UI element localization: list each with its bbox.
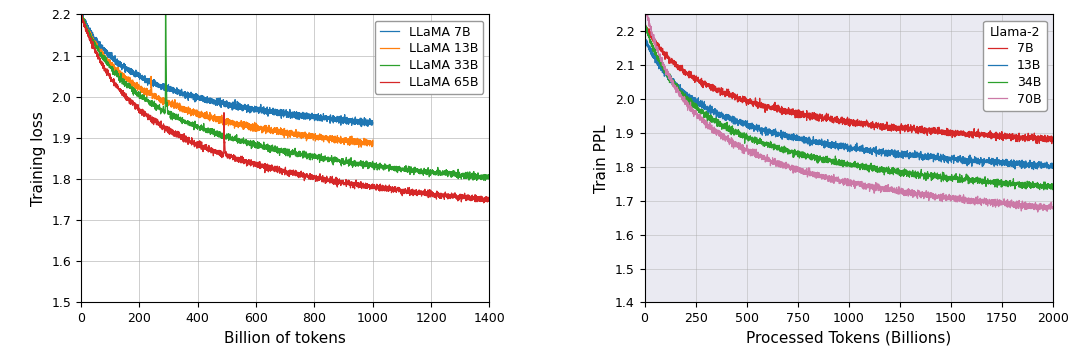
LLaMA 13B <box>199 111 212 116</box>
LLaMA 13B <box>352 145 365 149</box>
13B <box>995 162 1008 166</box>
70B <box>812 172 825 176</box>
LLaMA 65B <box>231 158 244 162</box>
Legend: LLaMA 7B, LLaMA 13B, LLaMA 33B, LLaMA 65B: LLaMA 7B, LLaMA 13B, LLaMA 33B, LLaMA 65… <box>375 21 483 94</box>
Y-axis label: Train PPL: Train PPL <box>594 124 609 193</box>
LLaMA 13B <box>125 82 138 86</box>
34B <box>638 21 651 25</box>
LLaMA 65B <box>483 197 496 202</box>
LLaMA 33B <box>146 102 159 106</box>
LLaMA 33B <box>231 137 244 141</box>
LLaMA 65B <box>76 12 89 16</box>
7B <box>995 135 1008 140</box>
13B <box>685 95 698 100</box>
Y-axis label: Training loss: Training loss <box>31 111 45 206</box>
Line: LLaMA 65B: LLaMA 65B <box>81 14 489 203</box>
34B <box>795 153 808 158</box>
70B <box>638 2 651 6</box>
7B <box>638 19 651 23</box>
70B <box>995 202 1008 206</box>
Line: LLaMA 7B: LLaMA 7B <box>81 12 373 127</box>
13B <box>638 35 651 39</box>
34B <box>1037 188 1050 192</box>
7B <box>1047 139 1059 143</box>
LLaMA 7B <box>187 94 200 98</box>
LLaMA 33B <box>431 171 444 175</box>
LLaMA 7B <box>366 120 379 125</box>
LLaMA 7B <box>75 9 87 14</box>
7B <box>638 23 651 27</box>
13B <box>1039 163 1052 167</box>
Line: LLaMA 33B: LLaMA 33B <box>81 0 489 180</box>
Line: 7B: 7B <box>645 21 1053 144</box>
70B <box>1047 205 1059 209</box>
LLaMA 33B <box>121 85 134 89</box>
70B <box>685 109 698 113</box>
X-axis label: Processed Tokens (Billions): Processed Tokens (Billions) <box>746 331 951 346</box>
70B <box>1031 210 1044 214</box>
70B <box>638 1 651 5</box>
13B <box>710 109 723 113</box>
LLaMA 65B <box>121 97 134 102</box>
LLaMA 7B <box>125 72 138 76</box>
LLaMA 33B <box>475 173 488 177</box>
13B <box>812 140 825 145</box>
7B <box>812 113 825 117</box>
Line: 70B: 70B <box>645 3 1053 212</box>
34B <box>1039 185 1052 189</box>
13B <box>638 36 651 40</box>
13B <box>1027 167 1040 172</box>
LLaMA 65B <box>146 117 159 122</box>
LLaMA 13B <box>108 67 121 71</box>
Line: 13B: 13B <box>645 37 1053 170</box>
LLaMA 7B <box>108 59 121 64</box>
7B <box>795 114 808 119</box>
LLaMA 65B <box>75 13 87 17</box>
34B <box>638 22 651 26</box>
7B <box>685 73 698 77</box>
LLaMA 7B <box>329 117 342 121</box>
7B <box>710 85 723 89</box>
LLaMA 65B <box>475 195 488 199</box>
Line: 34B: 34B <box>645 23 1053 190</box>
13B <box>795 139 808 143</box>
LLaMA 13B <box>187 111 200 115</box>
Legend: 7B, 13B, 34B, 70B: 7B, 13B, 34B, 70B <box>984 21 1047 111</box>
LLaMA 65B <box>431 193 444 197</box>
LLaMA 7B <box>361 118 374 122</box>
7B <box>1039 140 1052 144</box>
X-axis label: Billion of tokens: Billion of tokens <box>225 331 346 346</box>
70B <box>795 171 808 176</box>
LLaMA 33B <box>249 146 262 150</box>
34B <box>812 159 825 163</box>
LLaMA 7B <box>199 95 212 100</box>
LLaMA 65B <box>249 162 262 166</box>
LLaMA 13B <box>366 138 379 143</box>
13B <box>1047 162 1059 167</box>
34B <box>1047 185 1059 189</box>
34B <box>995 177 1008 182</box>
LLaMA 13B <box>75 9 87 14</box>
34B <box>710 121 723 125</box>
LLaMA 13B <box>361 141 374 145</box>
70B <box>1039 206 1052 210</box>
LLaMA 7B <box>355 125 368 129</box>
34B <box>685 104 698 108</box>
7B <box>1045 141 1058 146</box>
LLaMA 65B <box>477 201 490 205</box>
70B <box>710 129 723 134</box>
LLaMA 33B <box>75 14 87 18</box>
LLaMA 13B <box>329 140 342 145</box>
LLaMA 33B <box>483 175 496 180</box>
LLaMA 33B <box>478 178 491 183</box>
Line: LLaMA 13B: LLaMA 13B <box>81 12 373 147</box>
